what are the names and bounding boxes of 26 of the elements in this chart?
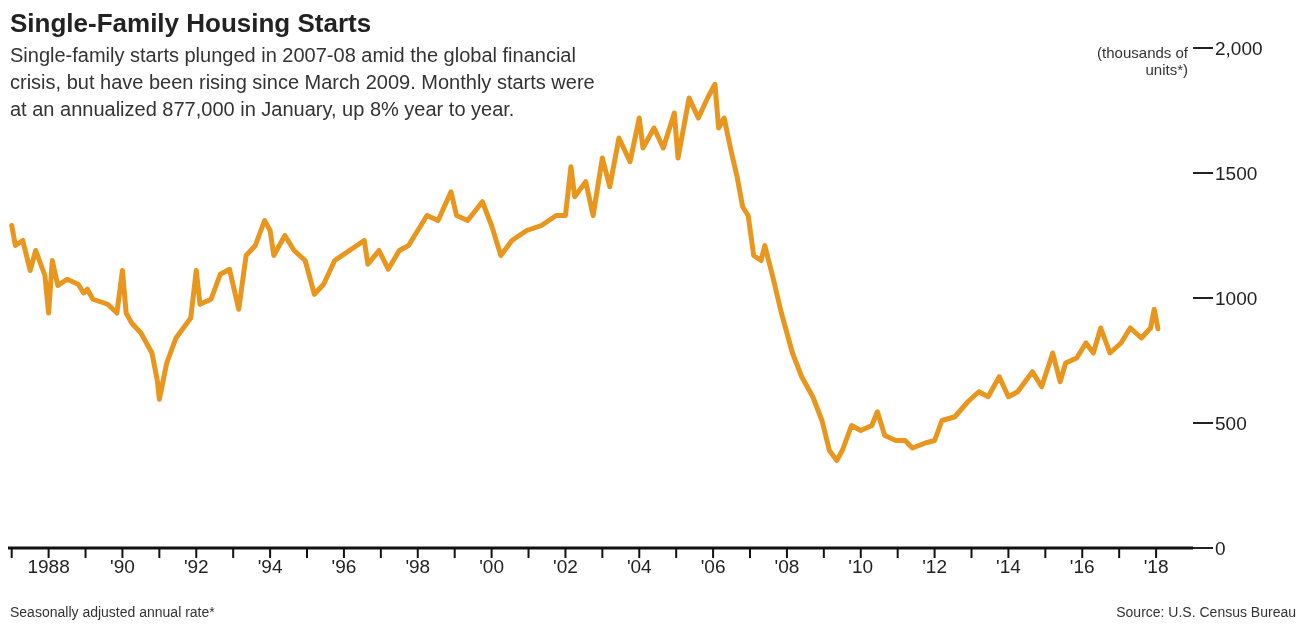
x-tick-label: '98 (405, 556, 431, 578)
y-tick-label: 1500 (1215, 162, 1258, 184)
x-tick-label: '14 (996, 556, 1022, 578)
x-tick-label: '92 (183, 556, 209, 578)
x-tick-label: '10 (848, 556, 874, 578)
x-tick-label: '16 (1069, 556, 1095, 578)
x-tick-label: '18 (1143, 556, 1169, 578)
x-tick-label: '00 (479, 556, 504, 578)
x-tick-label: '02 (553, 556, 578, 578)
x-tick-label: '96 (331, 556, 357, 578)
x-tick-label: '04 (626, 556, 653, 578)
y-tick-label: 1000 (1215, 287, 1258, 309)
chart-title: Single-Family Housing Starts (10, 8, 372, 39)
x-tick-label: 1988 (27, 556, 70, 578)
x-tick-label: '90 (110, 556, 135, 578)
y-tick-label: 0 (1215, 537, 1226, 559)
text: Seasonally adjusted annual rate* (10, 604, 215, 620)
y-axis-title: (thousands of units*) (1096, 44, 1188, 78)
x-tick-label: '94 (257, 556, 283, 578)
y-tick-label: 500 (1215, 412, 1247, 434)
x-tick-label: '08 (774, 556, 800, 578)
x-tick-label: '06 (700, 556, 726, 578)
y-tick-label: 2,000 (1215, 37, 1263, 59)
x-tick-label: '12 (922, 556, 947, 578)
source-note: Source: U.S. Census Bureau (1116, 604, 1296, 620)
text: Single-family starts plunged in 2007-08 amid the global financial crisis, but have been rising since March 2009. Monthly starts were at an annualized 877,000 in January, up 8% year to year. (10, 43, 596, 122)
